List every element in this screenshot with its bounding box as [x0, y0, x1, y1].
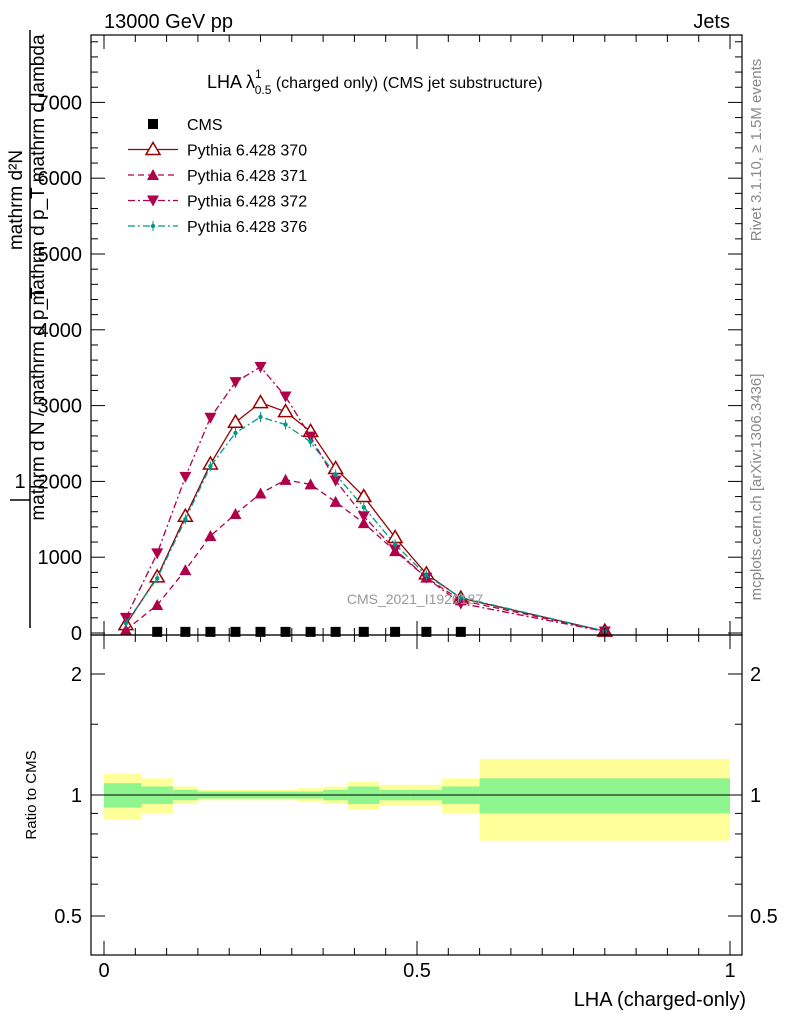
x-axis-label: LHA (charged-only) — [574, 989, 746, 1011]
chart-title-suffix: (charged only) (CMS jet substructure) — [271, 75, 542, 92]
cms-marker — [180, 626, 191, 637]
series-line — [125, 401, 605, 632]
ratio-tick-label-right: 1 — [750, 785, 761, 807]
triangle-up-marker — [179, 564, 192, 576]
triangle-up-marker — [229, 507, 242, 519]
mcplots-label: mcplots.cern.ch [arXiv:1306.3436] — [748, 374, 765, 601]
rivet-label: Rivet 3.1.10, ≥ 1.5M events — [748, 59, 765, 242]
triangle-up-marker — [279, 473, 292, 485]
y-axis-label: 1 mathrm d N / mathrm d p_T mathrm d²N m… — [6, 30, 49, 628]
x-tick-label: 0.5 — [403, 960, 431, 982]
cms-marker — [230, 626, 241, 637]
legend-entry: Pythia 6.428 370 — [128, 141, 307, 160]
y-label-num2: mathrm d²N — [6, 150, 27, 250]
legend-label: Pythia 6.428 371 — [187, 168, 307, 185]
ratio-tick-label: 1 — [71, 785, 82, 807]
y-tick-label: 2000 — [38, 471, 83, 493]
series-4 — [123, 411, 607, 637]
legend: CMS Pythia 6.428 370 Pythia 6.428 371 Pythi… — [128, 117, 307, 236]
triangle-down-marker — [357, 511, 370, 523]
open-triangle-marker — [277, 403, 294, 418]
x-tick-label: 1 — [724, 960, 735, 982]
chart-title-prefix: LHA λ — [207, 72, 255, 92]
band-inner-bin — [479, 778, 730, 814]
series-0 — [152, 626, 466, 637]
cms-marker — [152, 626, 163, 637]
triangle-down-marker — [279, 391, 292, 403]
legend-label: Pythia 6.428 372 — [187, 194, 307, 211]
open-triangle-marker — [355, 488, 373, 503]
cms-marker — [358, 626, 369, 637]
cms-marker — [390, 626, 401, 637]
triangle-down-marker — [147, 195, 159, 207]
x-tick-label: 0 — [98, 960, 109, 982]
legend-entry: Pythia 6.428 376 — [128, 219, 307, 236]
open-triangle-marker — [144, 141, 162, 156]
open-triangle-marker — [252, 394, 269, 409]
series-line — [125, 479, 605, 632]
triangle-up-marker — [147, 169, 159, 180]
ratio-y-label: Ratio to CMS — [23, 750, 40, 839]
triangle-down-marker — [454, 598, 467, 610]
triangle-down-marker — [329, 475, 342, 487]
series-line — [125, 416, 605, 632]
ratio-tick-label-right: 2 — [750, 664, 761, 686]
legend-label: Pythia 6.428 376 — [187, 219, 307, 236]
legend-label: CMS — [187, 117, 223, 134]
triangle-up-marker — [254, 487, 267, 499]
y-tick-label: 0 — [71, 623, 82, 645]
y-tick-label: 3000 — [38, 396, 83, 418]
y-tick-label: 7000 — [38, 92, 83, 114]
open-triangle-marker — [227, 413, 244, 429]
ratio-band-inner — [104, 778, 730, 814]
cms-marker — [205, 626, 216, 637]
chart-title-sup: 1 — [255, 67, 262, 81]
triangle-down-marker — [389, 544, 402, 556]
y-tick-label: 6000 — [38, 168, 83, 190]
triangle-up-marker — [151, 598, 164, 610]
triangle-down-marker — [229, 377, 242, 389]
triangle-up-marker — [204, 529, 217, 541]
legend-entry: Pythia 6.428 371 — [128, 168, 307, 185]
cms-marker — [330, 626, 341, 637]
watermark: CMS_2021_I1920187 — [347, 591, 483, 607]
triangle-down-marker — [179, 471, 192, 483]
chart-title-sub: 0.5 — [255, 83, 272, 97]
triangle-up-marker — [329, 495, 342, 507]
ratio-data-layer — [104, 758, 730, 841]
triangle-down-marker — [254, 361, 267, 373]
triangle-up-marker — [119, 623, 132, 635]
header-right: Jets — [693, 11, 730, 33]
cms-marker — [455, 626, 466, 637]
ratio-panel: 0.5 0.5 1 1 2 2 0 0.5 1 — [54, 634, 778, 982]
y-label-num: 1 — [14, 471, 25, 493]
cms-marker — [421, 626, 432, 637]
y-tick-label: 4000 — [38, 320, 83, 342]
y-label-den: mathrm d N / mathrm d p_T — [28, 287, 49, 521]
legend-entry: CMS — [148, 117, 223, 134]
main-data-layer — [117, 361, 614, 638]
triangle-down-marker — [151, 548, 164, 560]
cms-marker — [148, 119, 158, 129]
ratio-ticks: 0.5 0.5 1 1 2 2 0 0.5 1 — [54, 635, 778, 982]
series-3 — [119, 361, 611, 638]
cms-marker — [305, 626, 316, 637]
cms-marker — [280, 626, 291, 637]
main-panel: 0 1000 2000 3000 4000 5000 6000 7000 — [38, 34, 743, 645]
header-left: 13000 GeV pp — [104, 11, 233, 33]
triangle-up-marker — [304, 478, 317, 490]
legend-entry: Pythia 6.428 372 — [128, 194, 307, 211]
y-tick-label: 1000 — [38, 547, 83, 569]
ratio-tick-label: 0.5 — [54, 906, 82, 928]
y-label-den2: mathrm d p_T mathrm d lambda — [28, 34, 49, 305]
chart-title: LHA λ1 0.5 (charged only) (CMS jet substr… — [207, 67, 543, 97]
ratio-tick-label: 2 — [71, 664, 82, 686]
y-tick-label: 5000 — [38, 244, 83, 266]
main-ticks: 0 1000 2000 3000 4000 5000 6000 7000 — [38, 35, 742, 645]
ratio-tick-label-right: 0.5 — [750, 906, 778, 928]
triangle-down-marker — [204, 412, 217, 424]
legend-label: Pythia 6.428 370 — [187, 143, 307, 160]
triangle-up-marker — [357, 517, 370, 529]
